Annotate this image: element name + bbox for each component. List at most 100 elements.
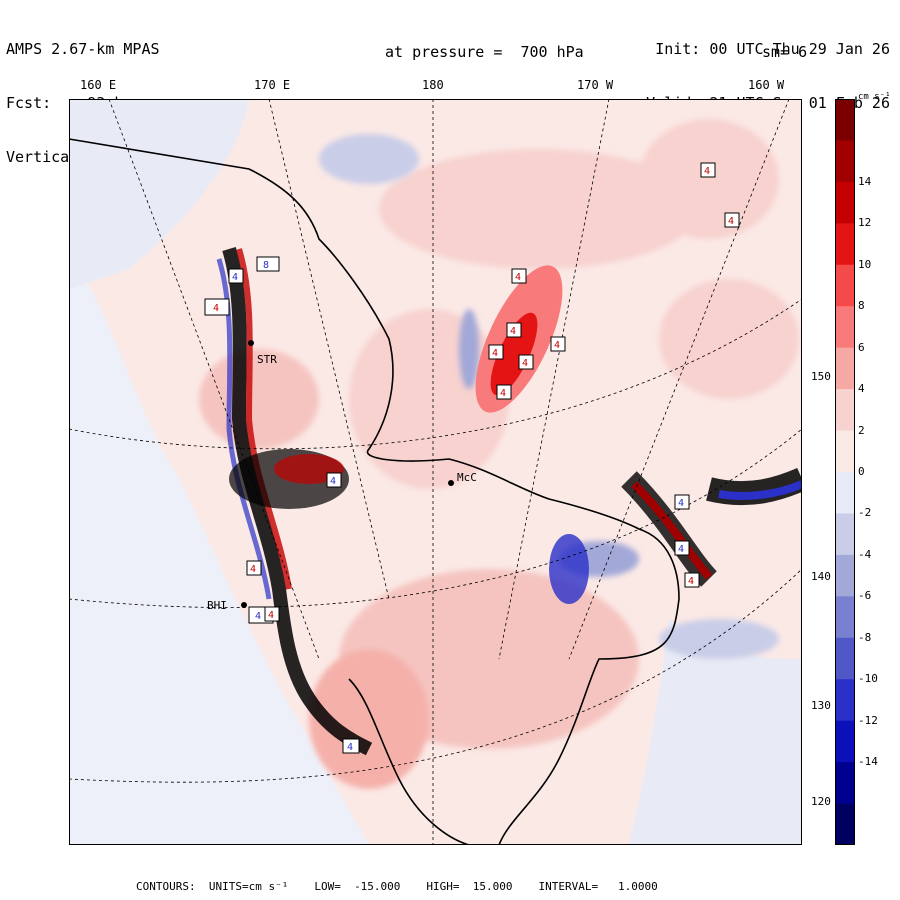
svg-text:8: 8 <box>263 260 269 271</box>
colorbar-swatch <box>835 306 855 349</box>
box-4: 4 <box>228 268 244 284</box>
box-5: 4 <box>204 298 230 316</box>
box-6: 4 <box>511 268 527 284</box>
svg-text:4: 4 <box>255 611 261 622</box>
pressure-level: at pressure = 700 hPa <box>385 43 584 61</box>
footer-contours: CONTOURS: UNITS=cm s⁻¹ <box>136 880 289 893</box>
svg-text:4: 4 <box>492 348 498 359</box>
colorbar-swatch <box>835 140 855 183</box>
lon-label-160e: 160 E <box>80 78 117 92</box>
coastline-south <box>348 678 470 845</box>
station-mcc-marker <box>448 480 454 486</box>
map-frame <box>69 99 802 845</box>
box-1: 4 <box>700 162 716 178</box>
value-boxes: 4 4 8 4 4 4 4 4 4 4 4 4 4 4 4 4 4 4 4 <box>204 162 740 754</box>
colorbar-swatch <box>835 513 855 556</box>
colorbar-swatch <box>835 679 855 722</box>
footer-high: HIGH= 15.000 <box>426 880 513 893</box>
station-mcc-label: McC <box>457 471 477 484</box>
pink-patches <box>199 119 799 789</box>
colorbar-tick-label: -10 <box>858 672 878 686</box>
svg-text:4: 4 <box>213 303 219 314</box>
colorbar-swatch <box>835 347 855 390</box>
station-bhi-marker <box>241 602 247 608</box>
colorbar-tick-label: 10 <box>858 257 872 271</box>
box-19: 4 <box>342 738 360 754</box>
colorbar-tick-label: 4 <box>858 382 865 396</box>
vertical-velocity-map: 4 4 8 4 4 4 4 4 4 4 4 4 4 4 4 4 4 4 4 ST… <box>69 99 802 845</box>
colorbar-tick-label: -2 <box>858 506 872 520</box>
box-16: 4 <box>246 560 262 576</box>
plateau-region <box>69 259 369 845</box>
box-18: 4 <box>264 606 280 622</box>
colorbar-tick-label: -14 <box>858 755 878 769</box>
colorbar-tick-label: 0 <box>858 465 865 478</box>
colorbar-swatch <box>835 430 855 473</box>
colorbar-tick-label: -8 <box>858 630 872 644</box>
box-3: 8 <box>256 256 280 272</box>
colorbar-tick-label: 12 <box>858 216 872 230</box>
init-time: Init: 00 UTC Thu 29 Jan 26 <box>655 40 890 58</box>
svg-text:4: 4 <box>515 272 521 283</box>
lon-label-170w: 170 W <box>577 78 614 92</box>
colorbar-swatch <box>835 803 855 845</box>
colorbar-swatch <box>835 99 855 141</box>
southeast-region <box>629 619 802 845</box>
svg-text:4: 4 <box>232 272 238 283</box>
colorbar-units: cm s⁻¹ <box>858 92 891 102</box>
svg-text:4: 4 <box>704 166 710 177</box>
lon-label-160w: 160 W <box>748 78 785 92</box>
colorbar-tick-label: -6 <box>858 589 872 603</box>
svg-text:4: 4 <box>347 742 353 753</box>
footer-low: LOW= -15.000 <box>314 880 401 893</box>
stations: STR McC BHI <box>207 340 477 612</box>
colorbar-tick-label: -12 <box>858 713 878 727</box>
smoothing-value: sm= 6 <box>762 43 808 61</box>
svg-text:4: 4 <box>500 388 506 399</box>
svg-text:4: 4 <box>522 358 528 369</box>
lon-label-180: 180 <box>422 78 444 92</box>
colorbar-tick-label: 6 <box>858 340 865 354</box>
marie-byrd-band <box>549 467 802 604</box>
ascent-plume <box>475 265 563 413</box>
colorbar-frame <box>835 99 855 845</box>
colorbar-swatch <box>835 596 855 639</box>
svg-text:4: 4 <box>268 610 274 621</box>
svg-text:4: 4 <box>688 576 694 587</box>
svg-text:4: 4 <box>250 564 256 575</box>
blue-patches <box>319 134 779 659</box>
box-2: 4 <box>724 212 740 228</box>
svg-text:4: 4 <box>678 498 684 509</box>
colorbar-swatch <box>835 554 855 597</box>
svg-text:4: 4 <box>510 326 516 337</box>
box-7: 4 <box>506 322 522 338</box>
colorbar <box>835 99 855 845</box>
footer: CONTOURS: UNITS=cm s⁻¹ LOW= -15.000 HIGH= … <box>136 880 684 893</box>
model-title: AMPS 2.67-km MPAS <box>6 40 160 58</box>
box-8: 4 <box>488 344 504 360</box>
svg-text:4: 4 <box>728 216 734 227</box>
station-bhi-label: BHI <box>207 599 227 612</box>
box-12: 4 <box>326 472 342 488</box>
svg-text:4: 4 <box>330 476 336 487</box>
colorbar-tick-label: 14 <box>858 174 872 188</box>
colorbar-tick-label: 8 <box>858 299 865 313</box>
box-15: 4 <box>684 572 700 588</box>
lon-label-170e: 170 E <box>254 78 291 92</box>
box-9: 4 <box>518 354 534 370</box>
colorbar-swatch <box>835 223 855 266</box>
footer-interval: INTERVAL= 1.0000 <box>538 880 658 893</box>
svg-text:4: 4 <box>554 340 560 351</box>
colorbar-tick-label: -4 <box>858 547 872 561</box>
graticule <box>69 99 802 845</box>
colorbar-swatch <box>835 264 855 307</box>
box-11: 4 <box>496 384 512 400</box>
colorbar-swatch <box>835 389 855 432</box>
svg-text:4: 4 <box>678 544 684 555</box>
colorbar-swatch <box>835 637 855 680</box>
box-14: 4 <box>674 540 690 556</box>
colorbar-swatch <box>835 720 855 763</box>
box-13: 4 <box>674 494 690 510</box>
box-10: 4 <box>550 336 566 352</box>
station-str-label: STR <box>257 353 277 366</box>
